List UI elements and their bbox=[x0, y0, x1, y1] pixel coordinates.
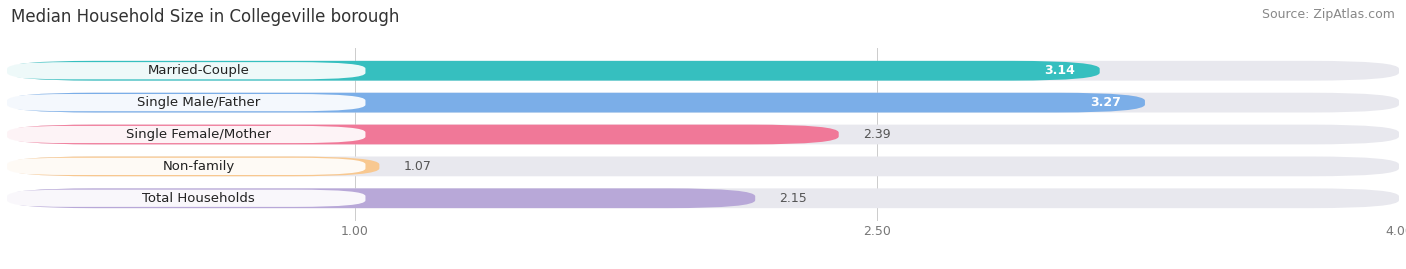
FancyBboxPatch shape bbox=[7, 157, 1399, 176]
FancyBboxPatch shape bbox=[7, 125, 839, 144]
FancyBboxPatch shape bbox=[7, 125, 1399, 144]
Text: Married-Couple: Married-Couple bbox=[148, 64, 249, 77]
Text: 3.27: 3.27 bbox=[1090, 96, 1121, 109]
Text: 3.14: 3.14 bbox=[1045, 64, 1076, 77]
FancyBboxPatch shape bbox=[7, 157, 380, 176]
FancyBboxPatch shape bbox=[7, 93, 1144, 112]
Text: Median Household Size in Collegeville borough: Median Household Size in Collegeville bo… bbox=[11, 8, 399, 26]
FancyBboxPatch shape bbox=[0, 94, 366, 111]
Text: 2.39: 2.39 bbox=[863, 128, 890, 141]
FancyBboxPatch shape bbox=[7, 188, 755, 208]
FancyBboxPatch shape bbox=[7, 93, 1399, 112]
FancyBboxPatch shape bbox=[7, 61, 1099, 81]
FancyBboxPatch shape bbox=[0, 158, 366, 175]
Text: Single Male/Father: Single Male/Father bbox=[136, 96, 260, 109]
FancyBboxPatch shape bbox=[0, 62, 366, 79]
Text: Non-family: Non-family bbox=[162, 160, 235, 173]
Text: Single Female/Mother: Single Female/Mother bbox=[127, 128, 271, 141]
FancyBboxPatch shape bbox=[7, 188, 1399, 208]
FancyBboxPatch shape bbox=[0, 190, 366, 207]
FancyBboxPatch shape bbox=[0, 126, 366, 143]
Text: Source: ZipAtlas.com: Source: ZipAtlas.com bbox=[1261, 8, 1395, 21]
FancyBboxPatch shape bbox=[7, 61, 1399, 81]
Text: 2.15: 2.15 bbox=[779, 192, 807, 205]
Text: Total Households: Total Households bbox=[142, 192, 254, 205]
Text: 1.07: 1.07 bbox=[404, 160, 432, 173]
